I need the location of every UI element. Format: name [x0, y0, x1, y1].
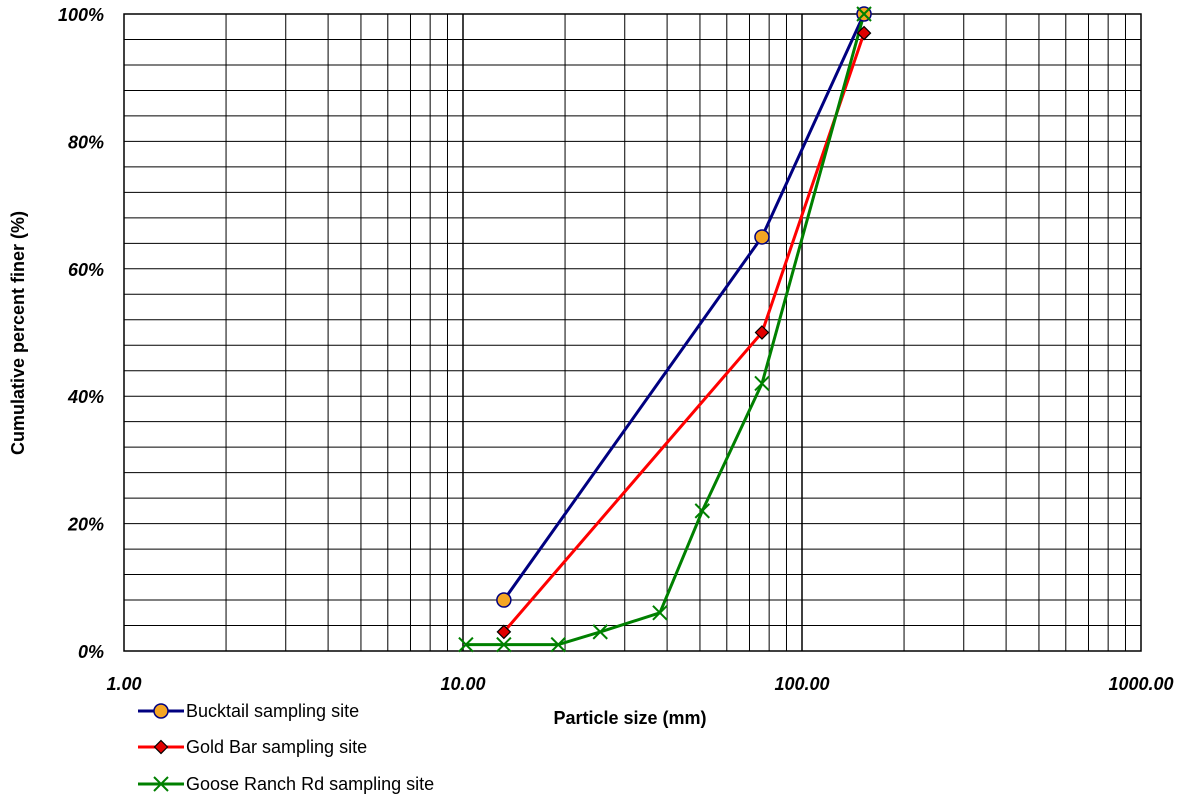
data-point-series-2 [754, 375, 770, 392]
y-tick-label: 20% [67, 515, 104, 535]
series-line-0 [502, 13, 866, 601]
legend-label: Gold Bar sampling site [186, 737, 367, 757]
y-tick-label: 80% [68, 132, 104, 152]
y-tick-label: 60% [68, 260, 104, 280]
legend: Bucktail sampling site Gold Bar sampling … [138, 701, 434, 794]
x-tick-label: 100.00 [774, 674, 829, 694]
data-point-series-1 [496, 624, 512, 640]
data-point-series-2 [856, 6, 872, 22]
data-point-series-0 [496, 592, 512, 608]
legend-label: Goose Ranch Rd sampling site [186, 774, 434, 794]
data-point-series-1 [856, 25, 872, 41]
data-point-series-2 [496, 636, 512, 653]
data-point-series-2 [592, 624, 608, 640]
data-point-series-2 [652, 605, 668, 621]
x-axis-title: Particle size (mm) [553, 708, 706, 728]
y-tick-label: 100% [58, 5, 104, 25]
y-axis-ticks: 0% 20% 40% 60% 80% 100% [58, 5, 104, 662]
grid-lines [124, 13, 1141, 652]
x-tick-label: 1000.00 [1108, 674, 1173, 694]
x-tick-label: 1.00 [106, 674, 141, 694]
x-tick-label: 10.00 [440, 674, 485, 694]
series-markers [458, 6, 872, 653]
series-lines [465, 13, 866, 647]
plot-area-frame [123, 13, 1142, 652]
data-point-series-2 [694, 503, 710, 519]
data-point-series-2 [550, 636, 566, 653]
legend-label: Bucktail sampling site [186, 701, 359, 721]
data-point-series-2 [458, 636, 474, 653]
legend-marker [153, 776, 169, 792]
legend-marker [153, 703, 169, 719]
x-axis-ticks: 1.00 10.00 100.00 1000.00 [106, 674, 1173, 694]
series-line-1 [502, 32, 866, 633]
legend-marker [153, 739, 169, 755]
data-point-series-0 [754, 229, 770, 245]
y-tick-label: 0% [78, 642, 104, 662]
data-point-series-1 [754, 325, 770, 340]
y-tick-label: 40% [67, 387, 104, 407]
series-line-2 [465, 13, 866, 647]
y-axis-title: Cumulative percent finer (%) [8, 211, 28, 455]
